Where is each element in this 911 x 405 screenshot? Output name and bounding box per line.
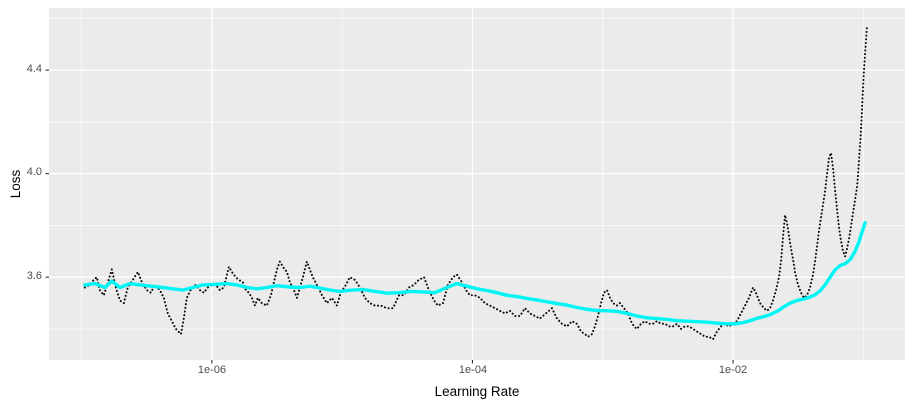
y-tick-label-4.0: 4.0	[26, 166, 42, 178]
panel-background	[49, 8, 905, 360]
x-tick-label-1e-02: 1e-02	[718, 364, 748, 376]
raw-loss-line	[83, 25, 868, 341]
x-tick-label-1e-06: 1e-06	[197, 364, 227, 376]
y-tick-label-3.6: 3.6	[26, 270, 42, 282]
x-tick-label-1e-04: 1e-04	[458, 364, 488, 376]
smoothed-loss-line	[83, 221, 867, 326]
y-tick-label-4.4: 4.4	[26, 63, 42, 75]
x-axis-title: Learning Rate	[434, 384, 520, 399]
